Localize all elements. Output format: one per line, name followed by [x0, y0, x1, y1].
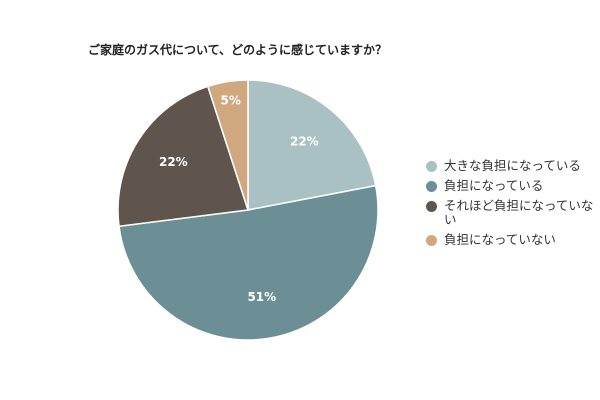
legend: 大きな負担になっている 負担になっている それほど負担になっていない 負担になっ…	[426, 159, 600, 253]
legend-label-3: 負担になっていない	[444, 232, 556, 247]
legend-item-3[interactable]: 負担になっていない	[426, 233, 600, 247]
pie-slice-2[interactable]	[117, 85, 249, 228]
legend-item-0[interactable]: 大きな負担になっている	[426, 159, 600, 173]
legend-swatch-3	[426, 235, 437, 246]
legend-item-1[interactable]: 負担になっている	[426, 179, 600, 193]
slice-label-0: 22%	[290, 134, 319, 148]
legend-swatch-1	[426, 181, 437, 192]
slice-label-1: 51%	[247, 290, 276, 304]
legend-swatch-2	[426, 201, 437, 212]
legend-label-2: それほど負担になっていない	[444, 198, 594, 227]
slice-label-3: 5%	[221, 93, 241, 107]
legend-label-1: 負担になっている	[444, 178, 544, 193]
pie-slice-0[interactable]	[247, 79, 377, 211]
legend-label-0: 大きな負担になっている	[444, 158, 581, 173]
chart-title: ご家庭のガス代について、どのように感じていますか？	[88, 43, 388, 57]
pie-slice-1[interactable]	[118, 184, 379, 341]
slice-label-2: 22%	[159, 155, 188, 169]
legend-item-2[interactable]: それほど負担になっていない	[426, 199, 600, 227]
legend-swatch-0	[426, 161, 437, 172]
pie-slice-3[interactable]	[206, 79, 249, 211]
